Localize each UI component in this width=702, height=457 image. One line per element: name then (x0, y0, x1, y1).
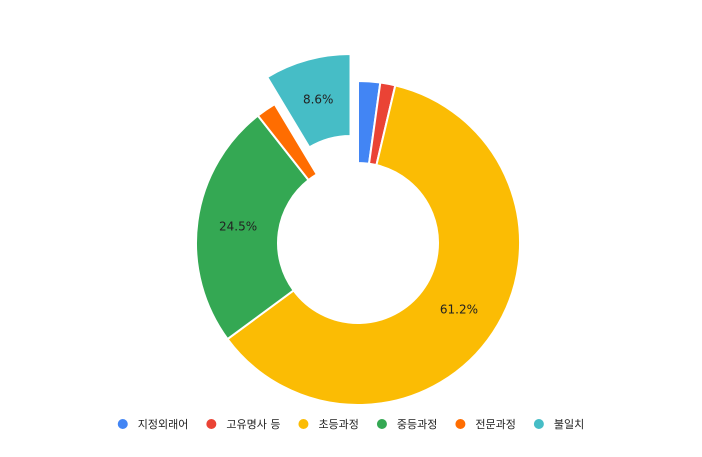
legend-label-6: 불일치 (554, 417, 584, 431)
legend-swatch-4 (376, 419, 387, 429)
legend-swatch-3 (298, 419, 309, 429)
slice-6[interactable] (265, 53, 352, 149)
legend-item-6[interactable]: 불일치 (533, 417, 584, 431)
slice-5[interactable] (256, 102, 319, 182)
legend-swatch-6 (533, 419, 544, 429)
legend-item-2[interactable]: 고유명사 등 (206, 418, 280, 431)
legend-item-1[interactable]: 지정외래어 (117, 418, 189, 431)
legend-swatch-5 (455, 419, 466, 429)
legend-label-2: 고유명사 등 (226, 418, 280, 431)
slice-value-label-3: 61.2% (440, 303, 478, 317)
legend-label-5: 전문과정 (475, 418, 515, 431)
legend: 지정외래어 고유명사 등 초등과정 중등과정 전문과정 불일치 (117, 417, 584, 431)
legend-swatch-1 (117, 419, 128, 429)
legend-label-3: 초등과정 (318, 418, 358, 431)
slices-group (195, 53, 521, 406)
slice-labels-group: 61.2% 24.5% 8.6% (219, 92, 478, 316)
legend-item-3[interactable]: 초등과정 (298, 418, 359, 431)
slice-value-label-6: 8.6% (303, 92, 334, 106)
slice-value-label-4: 24.5% (219, 220, 257, 234)
legend-label-4: 중등과정 (397, 418, 437, 431)
legend-label-1: 지정외래어 (138, 418, 189, 431)
legend-item-4[interactable]: 중등과정 (376, 418, 437, 431)
slice-3[interactable] (226, 84, 521, 406)
legend-swatch-2 (206, 419, 217, 429)
legend-item-5[interactable]: 전문과정 (455, 418, 516, 431)
slice-4[interactable] (195, 114, 310, 341)
